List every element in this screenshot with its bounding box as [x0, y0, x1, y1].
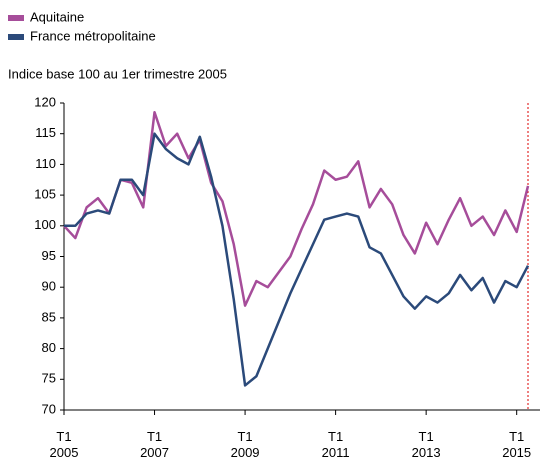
series-line	[63, 110, 530, 307]
x-tick-label: T1 2009	[231, 429, 260, 460]
x-tick-label: T1 2013	[412, 429, 441, 460]
y-tick-label: 120	[34, 94, 56, 109]
legend-swatch	[8, 15, 24, 21]
legend-label: France métropolitaine	[30, 28, 156, 43]
y-tick-label: 85	[42, 309, 56, 324]
y-tick-label: 100	[34, 217, 56, 232]
legend-label: Aquitaine	[30, 9, 84, 24]
legend-swatch	[8, 34, 24, 40]
y-tick-label: 75	[42, 371, 56, 386]
y-tick-label: 70	[42, 401, 56, 416]
x-tick-label: T1 2005	[50, 429, 79, 460]
y-tick-label: 95	[42, 248, 56, 263]
y-tick-label: 115	[35, 125, 56, 140]
chart-subtitle: Indice base 100 au 1er trimestre 2005	[8, 66, 227, 81]
y-tick-label: 80	[42, 340, 56, 355]
x-tick-label: T1 2015	[502, 429, 531, 460]
x-tick-label: T1 2011	[322, 429, 350, 460]
y-tick-label: 90	[42, 279, 56, 294]
y-tick-label: 105	[34, 187, 56, 202]
x-tick-label: T1 2007	[140, 429, 169, 460]
series-line	[64, 132, 530, 387]
y-tick-label: 110	[35, 156, 56, 171]
